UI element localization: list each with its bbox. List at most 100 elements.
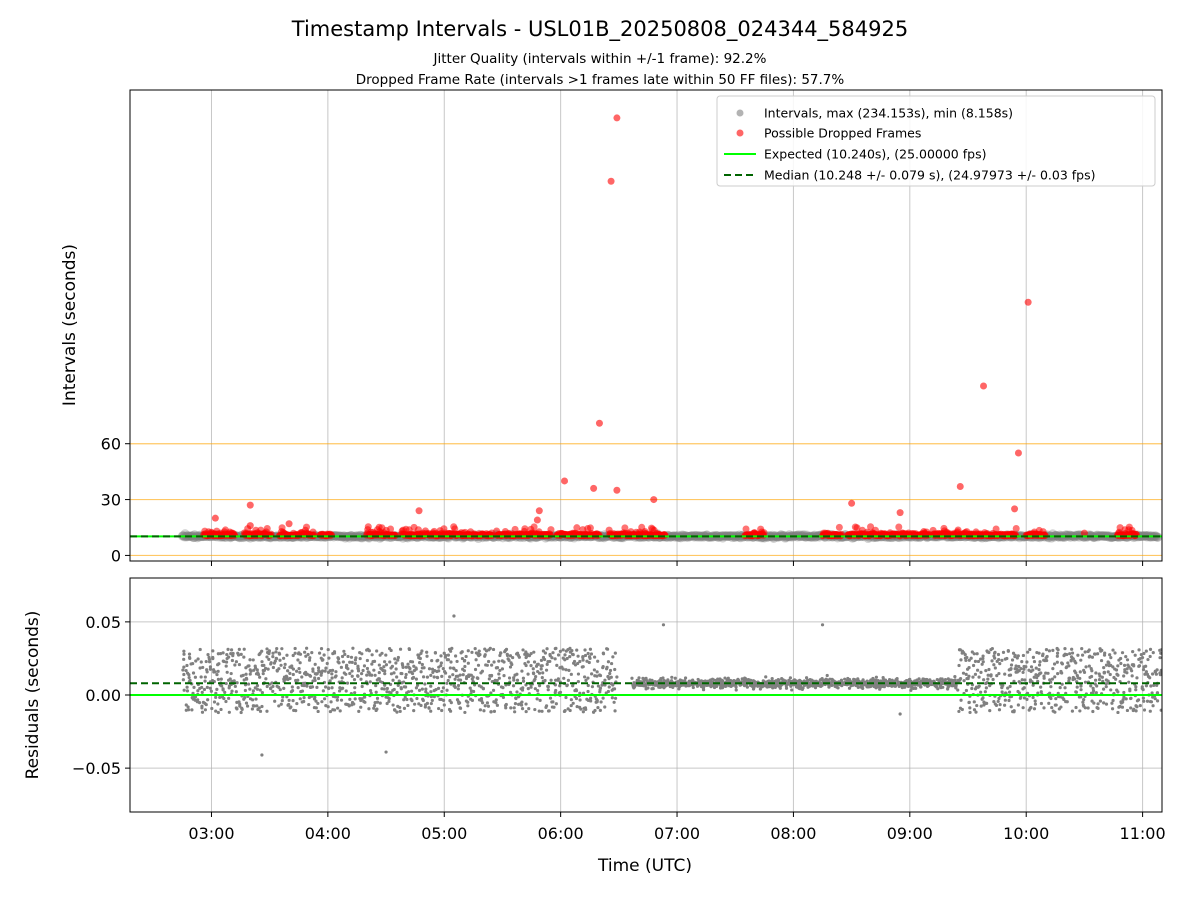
residual-point [598, 690, 602, 694]
residual-point [208, 686, 212, 690]
residual-point [282, 656, 286, 660]
dropped-frame-point [573, 524, 581, 532]
subtitle-jitter-quality: Jitter Quality (intervals within +/-1 fr… [433, 51, 767, 67]
residual-point [440, 674, 444, 678]
residual-point [599, 700, 603, 704]
residual-point [427, 706, 431, 710]
residual-point [215, 687, 219, 692]
residual-point [458, 673, 462, 677]
residual-point [452, 667, 456, 671]
residual-point [288, 706, 292, 710]
residual-point [260, 691, 264, 695]
residual-point [365, 666, 370, 671]
residual-point [515, 678, 520, 682]
residual-point [508, 665, 513, 669]
residual-point [971, 675, 975, 679]
residual-point [336, 706, 340, 710]
residual-point [613, 651, 617, 655]
residual-point [291, 699, 295, 703]
residual-point [441, 686, 445, 690]
residual-point [566, 678, 571, 683]
residual-point [556, 677, 560, 681]
residual-point [613, 709, 617, 713]
residual-point [429, 684, 433, 688]
residual-point [196, 698, 200, 702]
residual-point [587, 660, 591, 665]
residual-point [224, 660, 229, 664]
residual-point [414, 667, 418, 671]
residual-point [992, 663, 996, 667]
residual-point [941, 685, 945, 689]
residual-point [569, 698, 573, 702]
residual-point [562, 709, 567, 714]
residual-point [650, 678, 654, 682]
residual-point [372, 704, 377, 708]
residual-point [375, 696, 380, 700]
residual-point [367, 671, 371, 675]
chart-title: Timestamp Intervals - USL01B_20250808_02… [291, 17, 908, 42]
residual-point [186, 708, 191, 712]
residual-point [296, 678, 300, 682]
residual-point [291, 672, 295, 677]
dropped-frame-point [586, 524, 594, 532]
residual-point [234, 690, 238, 694]
residual-point [298, 652, 303, 656]
residual-point [398, 709, 402, 713]
residual-point [993, 656, 997, 660]
residual-point [555, 663, 559, 667]
residual-point [531, 667, 535, 671]
residual-point [278, 688, 282, 692]
residual-point [298, 670, 302, 674]
residual-point [601, 696, 605, 700]
residual-point [350, 674, 354, 678]
residual-point [615, 675, 619, 679]
residual-point [543, 678, 547, 683]
residual-point [204, 702, 208, 707]
residual-point [839, 678, 844, 682]
residual-point [346, 654, 350, 659]
dropped-frame-point [613, 114, 621, 122]
interval-point [730, 532, 740, 542]
residual-point [265, 709, 269, 713]
residual-point [326, 647, 330, 652]
residual-point [448, 675, 452, 679]
dropped-frame-point [895, 523, 903, 531]
residual-point [410, 699, 414, 703]
residual-point [463, 710, 467, 715]
residual-point [191, 661, 195, 666]
residual-point [218, 695, 222, 700]
residual-point [770, 677, 774, 681]
residual-point [606, 689, 611, 694]
residual-point [228, 677, 232, 681]
dropped-frame-point [285, 520, 293, 528]
residual-point [495, 678, 499, 683]
residual-point [188, 656, 192, 661]
residual-point [334, 674, 338, 678]
residual-point [466, 661, 470, 665]
residual-point [474, 658, 478, 662]
residual-point [186, 705, 190, 709]
residual-point [666, 678, 670, 682]
residual-point [954, 685, 958, 689]
residual-point [200, 704, 204, 708]
interval-point [674, 533, 684, 543]
residual-point [328, 668, 332, 673]
residual-point [612, 700, 616, 704]
residual-point [401, 665, 405, 669]
residual-point [244, 701, 249, 705]
residual-point [339, 698, 344, 702]
residual-point [734, 688, 738, 692]
residual-point [244, 676, 249, 680]
residual-point [196, 657, 200, 661]
residual-point [764, 675, 768, 679]
residual-point [313, 662, 317, 666]
residual-point [357, 709, 361, 713]
residual-point [337, 661, 341, 665]
dropped-frame-point [867, 523, 875, 531]
residual-point [397, 679, 401, 683]
residual-point [526, 672, 530, 676]
residual-point [290, 664, 294, 668]
residual-point [992, 700, 996, 704]
dropped-frame-point [211, 514, 219, 522]
